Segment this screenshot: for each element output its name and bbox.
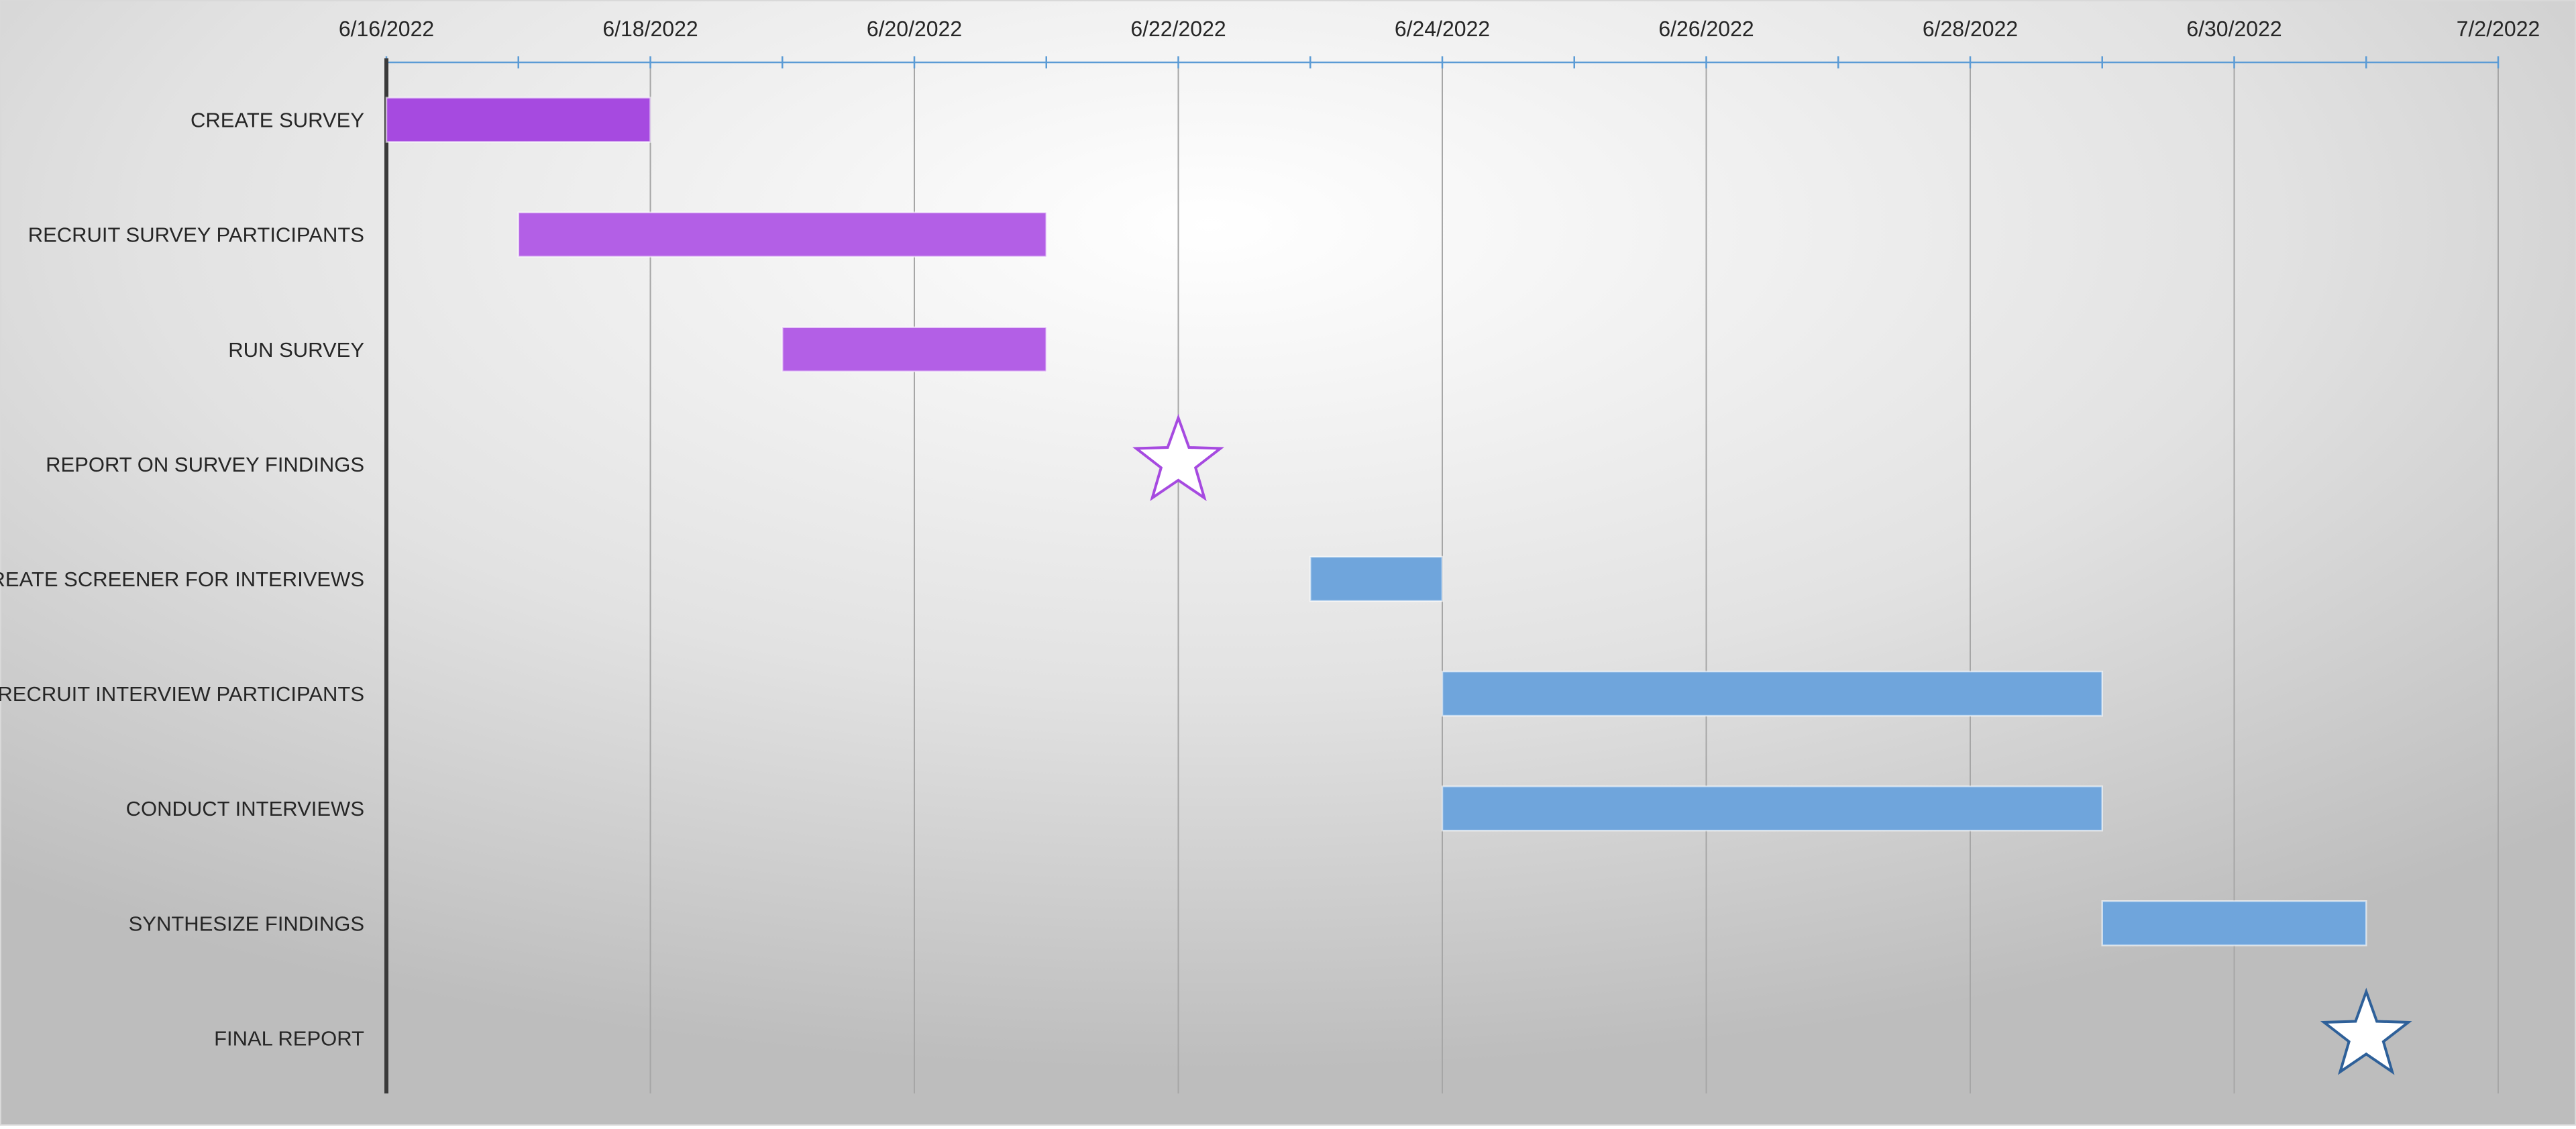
task-bar xyxy=(1441,670,2103,717)
x-tick-label: 6/16/2022 xyxy=(339,17,434,41)
x-tick-label: 7/2/2022 xyxy=(2457,17,2540,41)
task-bar xyxy=(385,97,651,143)
x-tick-label: 6/18/2022 xyxy=(602,17,698,41)
x-tick-label: 6/22/2022 xyxy=(1130,17,1226,41)
task-label: CREATE SCREENER FOR INTERIVEWS xyxy=(0,568,364,591)
task-label: FINAL REPORT xyxy=(214,1026,364,1050)
task-label: RUN SURVEY xyxy=(228,338,364,362)
milestone-star xyxy=(1132,414,1224,501)
milestone-star xyxy=(2320,987,2412,1075)
task-bar xyxy=(782,326,1047,372)
task-label: RECRUIT INTERVIEW PARTICIPANTS xyxy=(0,682,364,706)
task-bar xyxy=(2101,900,2367,947)
x-tick-label: 6/28/2022 xyxy=(1923,17,2018,41)
x-tick-label: 6/26/2022 xyxy=(1658,17,1754,41)
task-bar xyxy=(1309,555,1444,602)
task-label: REPORT ON SURVEY FINDINGS xyxy=(46,453,364,476)
x-tick-label: 6/24/2022 xyxy=(1395,17,1490,41)
task-label: CREATE SURVEY xyxy=(191,109,364,132)
x-tick-label: 6/20/2022 xyxy=(867,17,962,41)
task-bar xyxy=(1441,785,2103,832)
task-label: RECRUIT SURVEY PARTICIPANTS xyxy=(28,223,364,247)
task-label: CONDUCT INTERVIEWS xyxy=(126,797,364,820)
task-label: SYNTHESIZE FINDINGS xyxy=(129,912,364,935)
x-tick-label: 6/30/2022 xyxy=(2186,17,2282,41)
task-bar xyxy=(517,211,1047,258)
